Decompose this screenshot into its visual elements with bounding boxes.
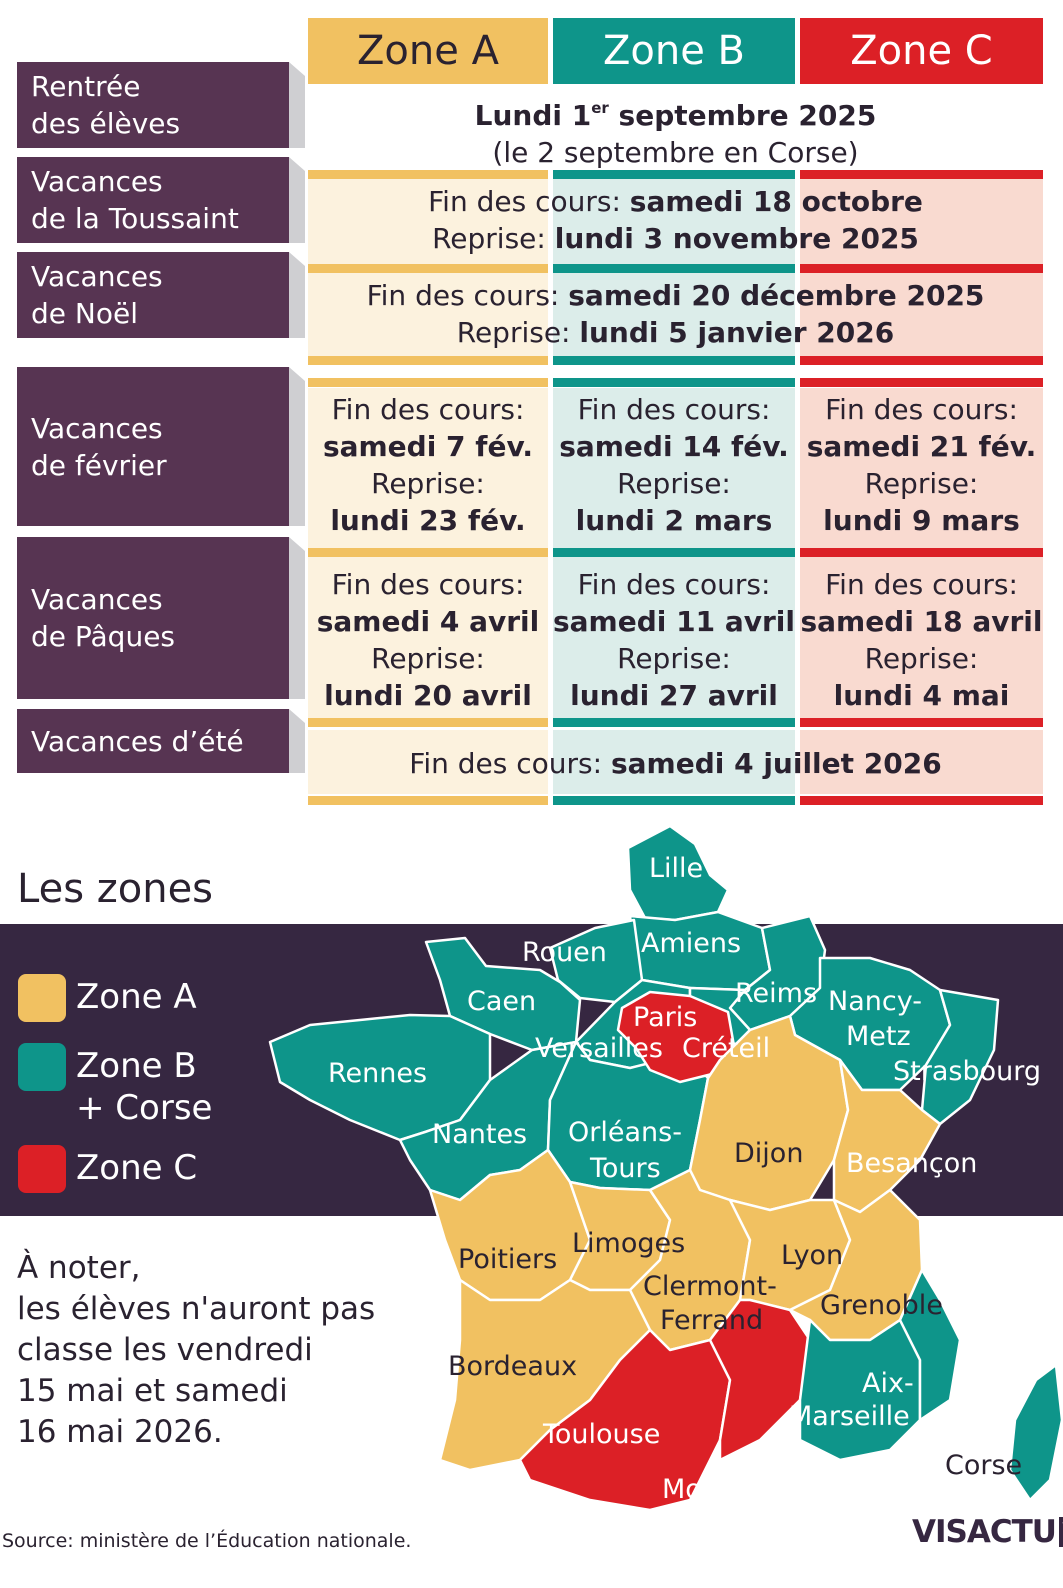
- row-label-ete: Vacances d’été: [17, 709, 289, 773]
- paques-zone-a: Fin des cours: samedi 4 avril Reprise: lun…: [316, 568, 540, 712]
- city-amiens: Amiens: [641, 928, 742, 959]
- map-region-lille: [626, 824, 730, 922]
- city-nancy-1: Nancy-: [828, 986, 922, 1017]
- city-paris: Paris: [633, 1002, 698, 1033]
- paques-zone-b: Fin des cours: samedi 11 avril Reprise: lu…: [553, 568, 795, 712]
- legend-swatch-a: [18, 974, 66, 1022]
- city-strasbourg: Strasbourg: [893, 1056, 1041, 1087]
- visactu-logo: VISACTU: [912, 1514, 1063, 1550]
- city-lille: Lille: [649, 853, 704, 884]
- city-reims: Reims: [735, 978, 818, 1009]
- row-label-fevrier: Vacances de février: [17, 367, 289, 526]
- ete-dates: Fin des cours: samedi 4 juillet 2026: [409, 747, 942, 780]
- row-label-rentree: Rentrée des élèves: [17, 62, 289, 148]
- zone-c-header: Zone C: [800, 18, 1043, 84]
- city-creteil: Créteil: [682, 1033, 771, 1064]
- city-nancy-2: Metz: [846, 1021, 911, 1052]
- city-rennes: Rennes: [328, 1058, 428, 1089]
- zones-title: Les zones: [17, 866, 214, 912]
- fevrier-zone-b: Fin des cours: samedi 14 fév. Reprise: lun…: [559, 393, 789, 537]
- city-orleans-2: Tours: [590, 1153, 661, 1184]
- legend-swatch-b: [18, 1043, 66, 1091]
- city-nantes: Nantes: [432, 1119, 528, 1150]
- city-clermont-1: Clermont-: [643, 1271, 777, 1302]
- city-orleans-1: Orléans-: [568, 1117, 682, 1148]
- city-aix-2: Marseille: [789, 1401, 910, 1432]
- city-grenoble: Grenoble: [820, 1290, 943, 1321]
- fevrier-zone-a: Fin des cours: samedi 7 fév. Reprise: lund…: [322, 393, 534, 537]
- noel-dates: Fin des cours: samedi 20 décembre 2025 R…: [366, 279, 985, 349]
- legend-zone-c: Zone C: [18, 1145, 197, 1193]
- city-aix-1: Aix-: [862, 1368, 914, 1399]
- fevrier-zone-c: Fin des cours: samedi 21 fév. Reprise: lun…: [806, 393, 1037, 537]
- map-region-nice: [898, 1268, 962, 1422]
- toussaint-dates: Fin des cours: samedi 18 octobre Reprise…: [428, 185, 923, 255]
- row-label-toussaint: Vacances de la Toussaint: [17, 157, 289, 243]
- city-bordeaux: Bordeaux: [448, 1351, 578, 1382]
- city-dijon: Dijon: [734, 1138, 804, 1169]
- city-limoges: Limoges: [572, 1228, 686, 1259]
- city-corse: Corse: [945, 1450, 1023, 1481]
- map-region-corse: [1008, 1363, 1063, 1502]
- france-map: [268, 824, 1063, 1512]
- city-poitiers: Poitiers: [458, 1244, 558, 1275]
- city-clermont-2: Ferrand: [660, 1305, 764, 1336]
- city-nice: Nice: [918, 1420, 978, 1451]
- city-caen: Caen: [467, 986, 537, 1017]
- row-label-paques: Vacances de Pâques: [17, 537, 289, 699]
- city-montpellier: Montpellier: [662, 1474, 814, 1505]
- paques-zone-c: Fin des cours: samedi 18 avril Reprise: lu…: [800, 568, 1043, 712]
- note-text: À noter, les élèves n'auront pas classe …: [17, 1250, 376, 1450]
- zone-a-header: Zone A: [308, 18, 548, 84]
- city-rouen: Rouen: [522, 937, 607, 968]
- city-lyon: Lyon: [781, 1240, 844, 1271]
- city-toulouse: Toulouse: [543, 1419, 661, 1450]
- logo-mark-icon: [1058, 1517, 1063, 1547]
- zone-b-header: Zone B: [553, 18, 795, 84]
- legend-zone-a: Zone A: [18, 974, 197, 1022]
- legend-swatch-c: [18, 1145, 66, 1193]
- source-text: Source: ministère de l’Éducation nationa…: [2, 1530, 412, 1552]
- city-besancon: Besançon: [846, 1148, 978, 1179]
- legend-zone-b: Zone B + Corse: [18, 1043, 212, 1129]
- city-versailles: Versailles: [535, 1033, 663, 1064]
- rentree-date: Lundi 1er septembre 2025 (le 2 septembre…: [474, 99, 877, 169]
- row-label-noel: Vacances de Noël: [17, 252, 289, 338]
- map-region-besancon: [832, 1058, 942, 1214]
